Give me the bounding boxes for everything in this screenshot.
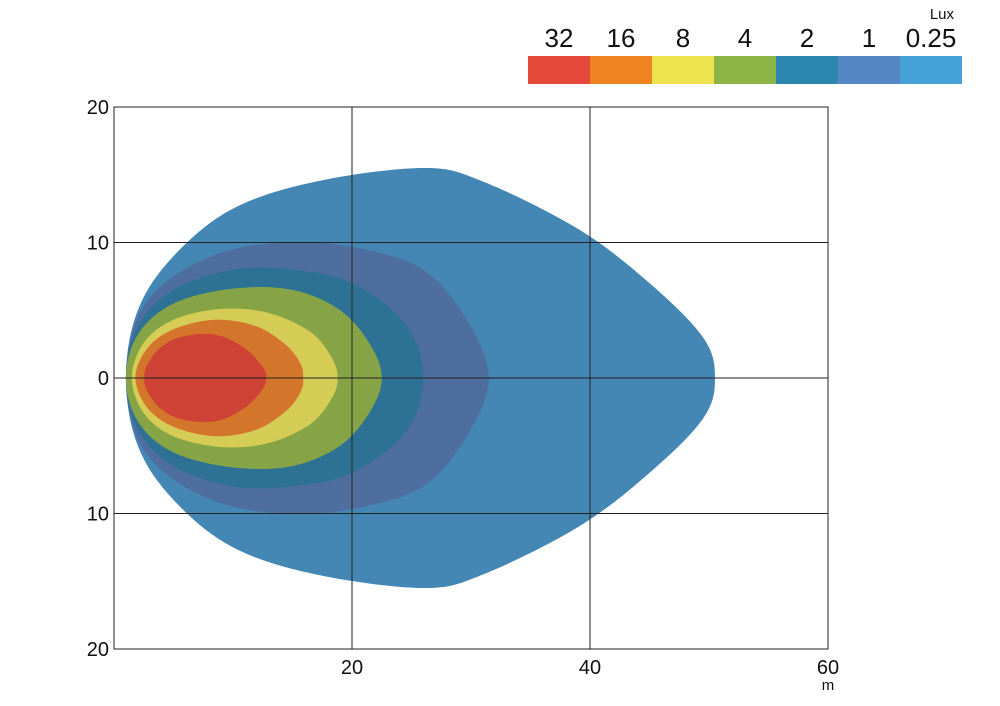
legend-label: 32 — [545, 23, 574, 53]
legend-swatch — [528, 56, 590, 84]
legend-label: 4 — [738, 23, 752, 53]
legend-label: 2 — [800, 23, 814, 53]
legend: Lux 32 16 8 4 2 1 0.25 — [528, 6, 962, 84]
x-tick-label: 60 — [817, 657, 839, 679]
legend-swatch — [652, 56, 714, 84]
grid-lines — [114, 107, 828, 649]
y-tick-label: 10 — [87, 233, 109, 255]
x-axis-unit: m — [822, 677, 835, 694]
legend-items: 32 16 8 4 2 1 0.25 — [528, 23, 962, 84]
legend-label: 8 — [676, 23, 690, 53]
y-tick-label: 20 — [87, 97, 109, 119]
y-tick-label: 0 — [98, 368, 109, 390]
y-axis-ticks: 20 10 0 10 20 — [87, 97, 109, 661]
legend-swatch — [776, 56, 838, 84]
legend-unit-label: Lux — [930, 6, 955, 23]
legend-label: 0.25 — [906, 23, 957, 53]
y-tick-label: 20 — [87, 639, 109, 661]
legend-swatch — [900, 56, 962, 84]
legend-label: 1 — [862, 23, 876, 53]
legend-swatch — [590, 56, 652, 84]
legend-swatch — [838, 56, 900, 84]
y-tick-label: 10 — [87, 504, 109, 526]
x-tick-label: 40 — [579, 657, 601, 679]
x-axis-ticks: 20 40 60 — [341, 657, 839, 679]
x-tick-label: 20 — [341, 657, 363, 679]
legend-swatch — [714, 56, 776, 84]
legend-label: 16 — [607, 23, 636, 53]
plot-frame — [113, 106, 829, 650]
